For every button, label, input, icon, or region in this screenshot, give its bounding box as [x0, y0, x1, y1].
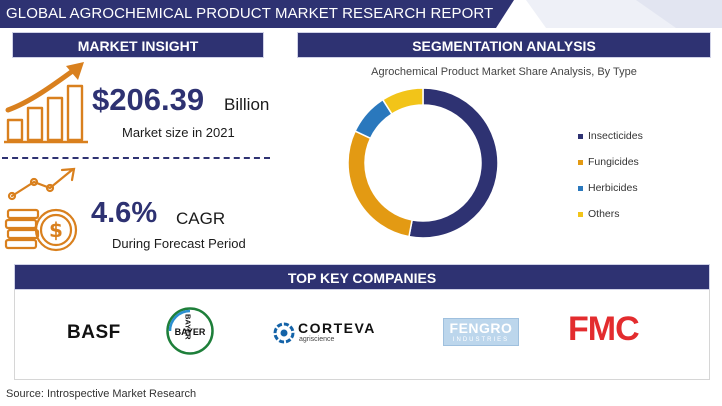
source-note: Source: Introspective Market Research: [6, 388, 197, 400]
donut-slice-fungicides: [347, 130, 414, 238]
fengro-logo-text: FENGRO: [449, 320, 513, 336]
cagr-caption: During Forecast Period: [112, 236, 246, 251]
bayer-logo: BAYER BAYER: [166, 307, 214, 360]
market-insight-header: MARKET INSIGHT: [12, 32, 264, 58]
corteva-mark-icon: [273, 322, 295, 344]
growth-chart-icon: [4, 62, 90, 151]
legend-swatch: [578, 133, 583, 139]
bayer-logo-text-v: BAYER: [184, 314, 193, 340]
fengro-logo-subtext: INDUSTRIES: [452, 337, 510, 343]
market-size-unit: Billion: [224, 95, 270, 114]
divider: [2, 157, 270, 159]
donut-slice-insecticides: [408, 87, 499, 239]
legend-item-fungicides: Fungicides: [578, 149, 643, 175]
cagr-unit: CAGR: [176, 209, 226, 228]
report-title: GLOBAL AGROCHEMICAL PRODUCT MARKET RESEA…: [6, 5, 494, 22]
fengro-logo: FENGRO INDUSTRIES: [443, 318, 519, 346]
legend-swatch: [578, 159, 583, 165]
basf-logo: BASF: [67, 322, 121, 343]
legend-label: Others: [588, 208, 620, 220]
chart-legend: Insecticides Fungicides Herbicides Others: [578, 123, 643, 227]
fmc-logo: FMC: [568, 310, 640, 348]
legend-item-insecticides: Insecticides: [578, 123, 643, 149]
corteva-logo-subtext: agriscience: [299, 336, 335, 343]
legend-item-herbicides: Herbicides: [578, 175, 643, 201]
market-size-caption: Market size in 2021: [122, 125, 235, 140]
donut-slice-others: [381, 87, 424, 116]
donut-chart: [347, 87, 499, 239]
legend-label: Herbicides: [588, 182, 638, 194]
market-size-value: $206.39: [92, 82, 205, 117]
segmentation-analysis-header: SEGMENTATION ANALYSIS: [297, 32, 711, 58]
companies-panel: BASF BAYER BAYER CORTEVA agriscience FEN…: [14, 290, 710, 380]
corteva-logo: CORTEVA agriscience: [273, 320, 383, 346]
corner-decoration: [526, 0, 722, 28]
coin-growth-icon: $: [4, 166, 88, 263]
legend-label: Insecticides: [588, 130, 643, 142]
chart-title: Agrochemical Product Market Share Analys…: [371, 66, 637, 78]
top-key-companies-header: TOP KEY COMPANIES: [14, 264, 710, 290]
legend-swatch: [578, 185, 583, 191]
report-title-bar: GLOBAL AGROCHEMICAL PRODUCT MARKET RESEA…: [0, 0, 514, 28]
legend-swatch: [578, 211, 583, 217]
bayer-logo-text-h: BAYER: [175, 327, 206, 337]
svg-text:$: $: [49, 218, 63, 242]
cagr-value: 4.6%: [91, 197, 158, 229]
legend-label: Fungicides: [588, 156, 639, 168]
legend-item-others: Others: [578, 201, 643, 227]
corteva-logo-text: CORTEVA: [298, 320, 376, 336]
